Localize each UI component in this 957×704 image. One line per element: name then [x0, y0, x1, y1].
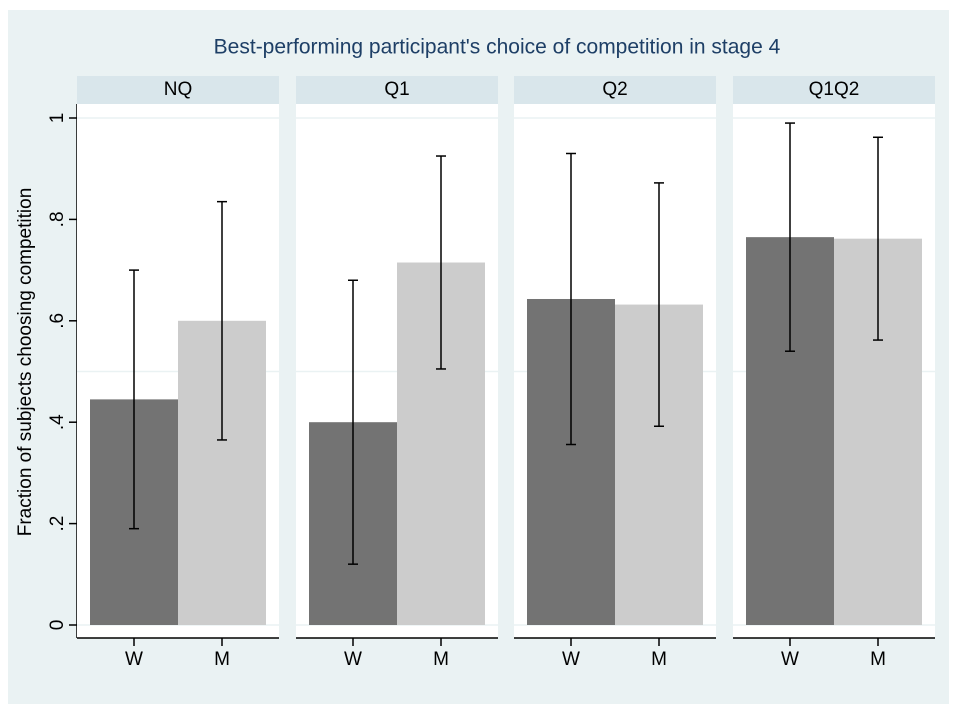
x-tick-label: M — [870, 649, 886, 670]
x-tick-label: W — [344, 649, 362, 670]
panel-title: Q1 — [384, 79, 409, 100]
x-tick-label: W — [781, 649, 799, 670]
x-tick-label: M — [214, 649, 230, 670]
x-tick-label: W — [125, 649, 143, 670]
panel-title: NQ — [164, 79, 193, 100]
y-tick-label: .4 — [47, 414, 68, 430]
panel-title: Q2 — [602, 79, 627, 100]
y-tick-label: .2 — [47, 516, 68, 532]
panel-header — [514, 76, 716, 104]
y-tick-label: 0 — [47, 620, 68, 631]
y-axis-label: Fraction of subjects choosing competitio… — [15, 188, 36, 537]
y-tick-label: .8 — [47, 211, 68, 227]
panel-header — [77, 76, 279, 104]
y-tick-label: 1 — [47, 113, 68, 124]
panel-header — [733, 76, 935, 104]
panel-header — [296, 76, 498, 104]
panel-title: Q1Q2 — [809, 79, 860, 100]
chart-title: Best-performing participant's choice of … — [214, 36, 781, 59]
x-tick-label: W — [562, 649, 580, 670]
x-tick-label: M — [651, 649, 667, 670]
x-tick-label: M — [433, 649, 449, 670]
y-tick-label: .6 — [47, 313, 68, 329]
